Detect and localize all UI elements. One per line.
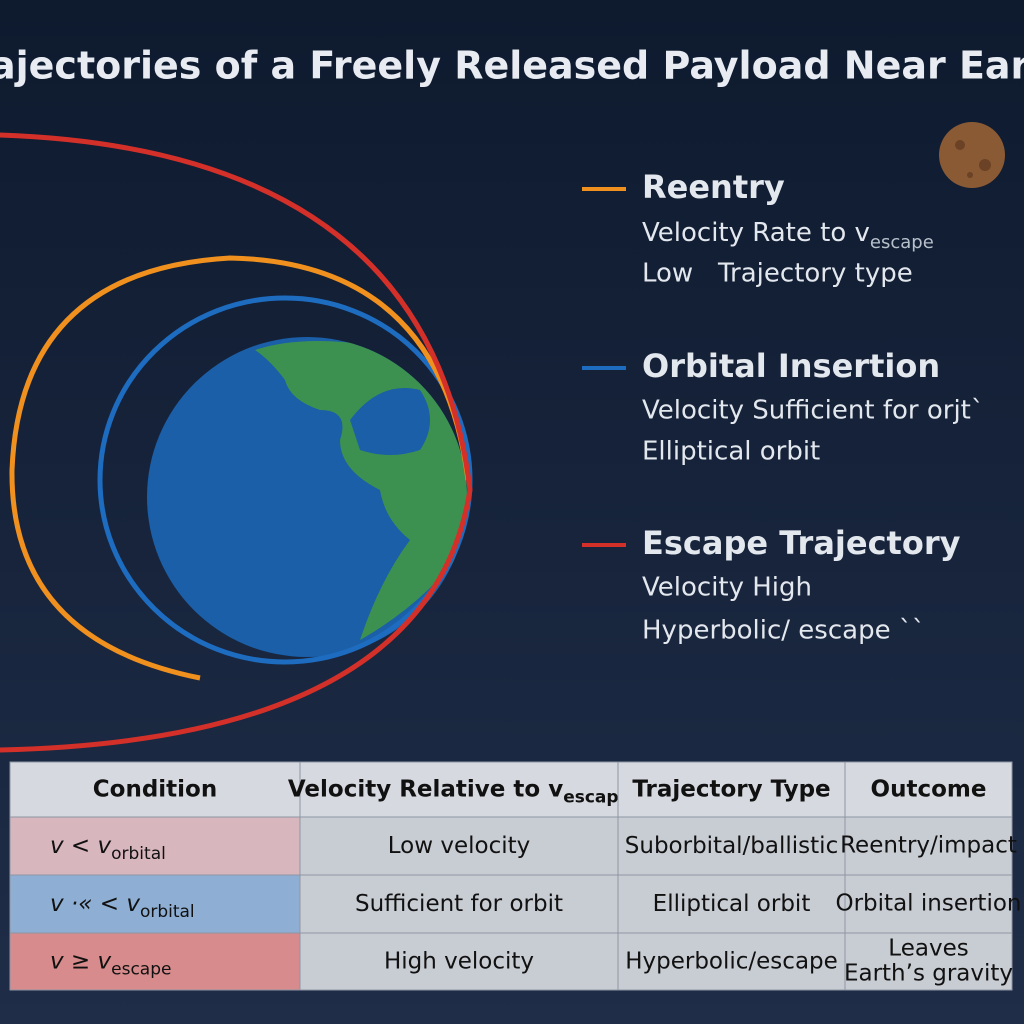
cell-subscript: orbital (111, 844, 166, 864)
legend: Reentry Velocity Rate to vescape Low Tra… (582, 168, 984, 646)
cell-text: Reentry/impact (840, 833, 1017, 859)
cell-text: v ≥ vescape (50, 948, 171, 980)
legend-heading: Orbital Insertion (642, 347, 940, 385)
legend-text: Elliptical orbit (642, 437, 820, 467)
cell-text: Sufficient for orbit (355, 891, 563, 917)
cell-text: High velocity (384, 948, 534, 974)
cell-main: High velocity (384, 948, 534, 974)
cell-text: v < vorbital (50, 833, 166, 865)
reentry-path (9, 255, 471, 681)
cell-main: v ≥ v (50, 948, 112, 974)
cell-main: Condition (93, 776, 217, 802)
cell-text: Hyperbolic/escape (625, 948, 838, 974)
legend-text: Velocity High (642, 573, 812, 603)
title: Trajectories of a Freely Released Payloa… (0, 44, 1024, 88)
table-cell (299, 816, 619, 876)
cell-main: Sufficient for orbit (355, 891, 563, 917)
table-cell (9, 761, 301, 818)
table-cell (617, 874, 846, 934)
cell-main: Trajectory Type (632, 776, 830, 802)
header-text: Velocity Relative to vescape (288, 776, 630, 808)
comparison-table: Condition Velocity Relative to vescape Tra… (9, 761, 1022, 991)
cell-main: v ·« < v (50, 891, 140, 917)
cell-main: Velocity Relative to v (288, 776, 563, 802)
cell-text: Elliptical orbit (653, 891, 811, 917)
header-text: Trajectory Type (632, 776, 830, 802)
cell-text: Orbital insertion (836, 891, 1022, 917)
legend-text: Velocity Sufficient for orjt` (642, 396, 984, 426)
table-cell (617, 761, 846, 818)
cell-text: Suborbital/ballistic (625, 833, 838, 859)
cell-text: v ·« < vorbital (50, 891, 195, 923)
legend-text: Low Trajectory type (642, 259, 913, 289)
cell-main: Suborbital/ballistic (625, 833, 838, 859)
cell-main: v < v (50, 833, 112, 859)
table-cell (9, 932, 301, 991)
header-text: Condition (93, 776, 217, 802)
table-cell (844, 932, 1013, 991)
cell-subscript: escape (111, 960, 171, 980)
cell-text: Earth’s gravity (844, 961, 1013, 987)
escape-path (0, 132, 473, 753)
cell-main: Elliptical orbit (653, 891, 811, 917)
legend-heading: Reentry (642, 168, 785, 206)
cell-subscript: escape (563, 788, 630, 808)
earth (147, 337, 467, 657)
table-cell (844, 816, 1013, 876)
table-cell (299, 932, 619, 991)
table-cell (9, 874, 301, 934)
cell-main: Outcome (871, 776, 987, 802)
cell-text: Leaves (888, 936, 968, 962)
table-cell (299, 874, 619, 934)
cell-main: Hyperbolic/escape (625, 948, 838, 974)
table-cell (844, 761, 1013, 818)
cell-subscript: orbital (140, 902, 195, 922)
legend-text: Hyperbolic/ escape `` (642, 616, 925, 646)
moon (939, 122, 1005, 188)
legend-text: Velocity Rate to vescape (642, 218, 934, 254)
header-text: Outcome (871, 776, 987, 802)
cell-main: Low velocity (388, 833, 531, 859)
legend-subscript: escape (870, 232, 934, 253)
legend-heading: Escape Trajectory (642, 524, 961, 562)
legend-line: Velocity Rate to v (642, 218, 870, 248)
cell-text: Low velocity (388, 833, 531, 859)
table-cell (617, 932, 846, 991)
